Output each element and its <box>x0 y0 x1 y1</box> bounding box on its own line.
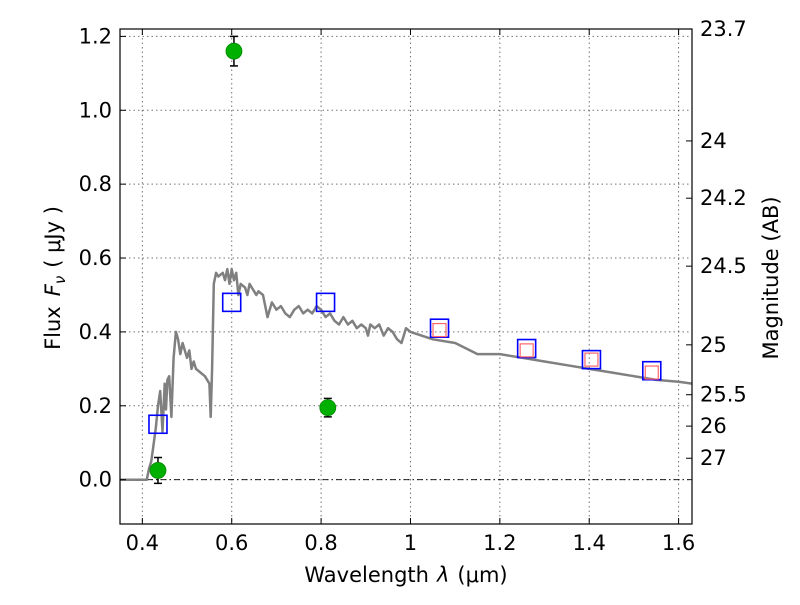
x-tick-label: 1.6 <box>662 531 695 555</box>
right-tick-label: 25 <box>700 333 727 357</box>
y-tick-label: 0.8 <box>79 172 112 196</box>
y-axis-label-unit: ( μJy ) <box>41 206 65 268</box>
x-tick-label: 0.8 <box>304 531 337 555</box>
square-marker <box>641 360 662 381</box>
y-tick-label: 0.2 <box>79 394 112 418</box>
square-marker <box>432 322 447 338</box>
x-axis-label: Wavelength λ (μm) <box>304 563 507 587</box>
y-tick-label: 0.6 <box>79 246 112 270</box>
series-model-sed <box>120 267 693 481</box>
square-marker <box>315 292 336 313</box>
right-tick-label: 24 <box>700 129 727 153</box>
right-tick-label: 27 <box>700 446 727 470</box>
x-tick-label: 1.4 <box>573 531 606 555</box>
circle-marker <box>225 42 243 60</box>
y-tick-label: 0.4 <box>79 320 112 344</box>
series-layer <box>120 35 693 485</box>
right-axis-label: Magnitude (AB) <box>759 196 783 359</box>
axis-ticks: 0.4 0.6 0.8 1 1.2 1.4 1.6 0.0 0.2 0.4 0.6 0.8 1.0 1.2… <box>79 17 747 555</box>
series-observed-photometry-green- <box>149 35 337 485</box>
x-axis-label-unit: (μm) <box>457 563 507 587</box>
x-axis-label-symbol: λ <box>436 563 449 587</box>
square-marker <box>581 349 602 370</box>
right-tick-label: 26 <box>700 414 727 438</box>
right-tick-label: 25.5 <box>700 383 747 407</box>
series-model-photometry <box>148 292 662 435</box>
right-tick-label: 24.5 <box>700 254 747 278</box>
y-tick-label: 1.2 <box>79 24 112 48</box>
x-tick-label: 1.2 <box>483 531 516 555</box>
circle-marker <box>319 399 337 417</box>
square-marker <box>148 414 168 435</box>
x-tick-label: 1 <box>404 531 417 555</box>
plot-frame <box>119 28 693 525</box>
square-marker <box>429 318 450 339</box>
circle-marker <box>149 462 167 479</box>
x-axis-label-text: Wavelength <box>304 563 429 587</box>
square-marker <box>221 292 242 313</box>
right-tick-label: 24.2 <box>700 186 747 210</box>
model-sed-line <box>120 267 693 481</box>
right-tick-label: 23.7 <box>700 17 747 41</box>
y-tick-label: 0.0 <box>79 468 112 492</box>
square-marker <box>519 343 534 358</box>
square-marker <box>644 365 659 380</box>
y-axis-label: Flux Fν ( μJy ) <box>41 206 69 350</box>
square-marker <box>584 352 599 367</box>
y-axis-label-subscript: ν <box>51 276 69 284</box>
y-axis-label-symbol: F <box>41 283 65 296</box>
square-marker <box>516 338 537 359</box>
y-tick-label: 1.0 <box>79 98 112 122</box>
gridlines <box>120 29 692 524</box>
x-tick-label: 0.4 <box>126 531 159 555</box>
y-axis-label-text: Flux <box>41 306 65 350</box>
x-tick-label: 0.6 <box>215 531 248 555</box>
series-observed-photometry-red- <box>432 322 659 380</box>
